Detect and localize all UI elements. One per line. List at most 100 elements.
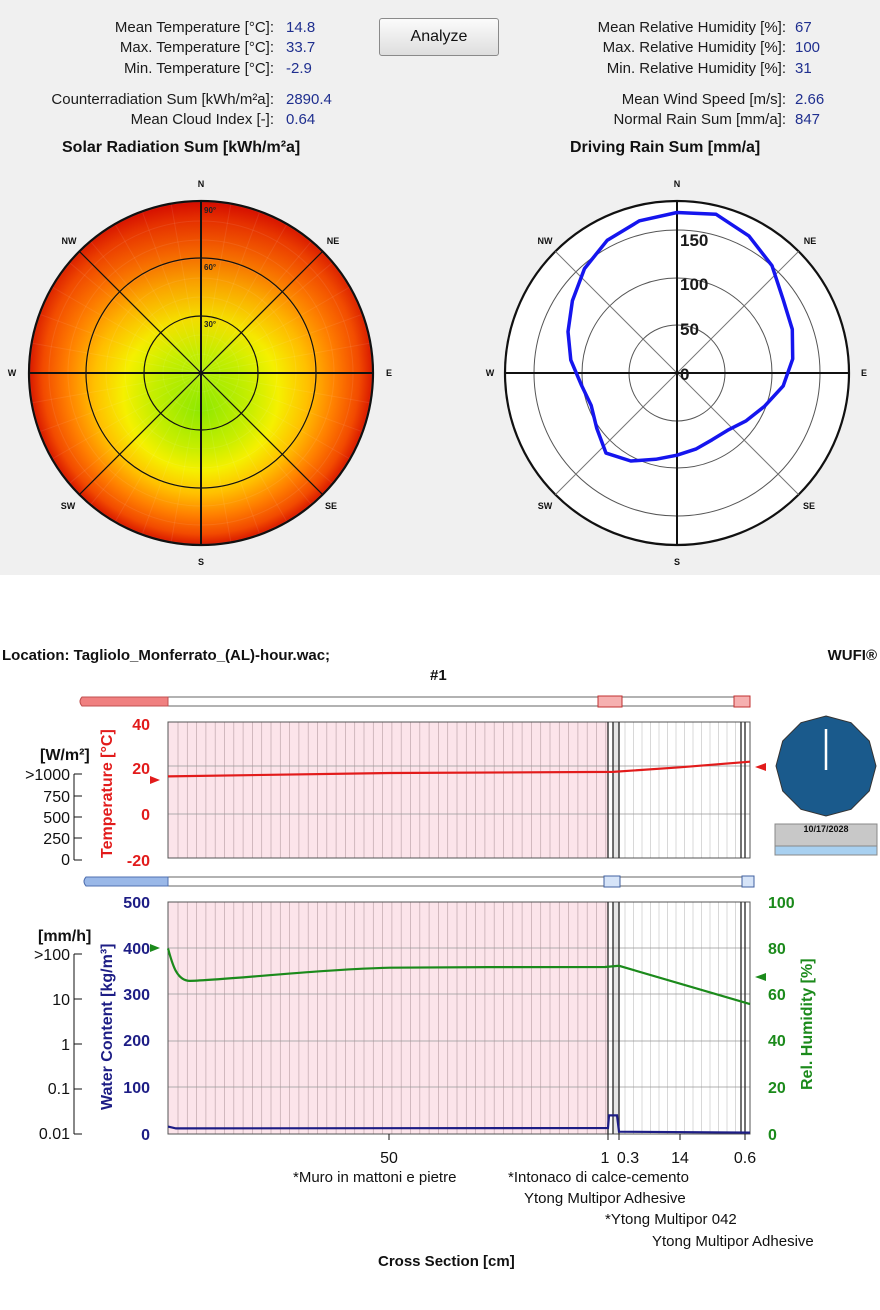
temp-tick-20: 20 (132, 761, 150, 778)
x-tick-50: 50 (380, 1150, 398, 1167)
rain-compass-w: W (486, 368, 495, 378)
rh-tick-40: 40 (768, 1033, 786, 1050)
rh-tick-80: 80 (768, 941, 786, 958)
material-multipor-042: *Ytong Multipor 042 (605, 1211, 737, 1228)
wc-tick-400: 400 (123, 941, 150, 958)
rainfall-tick-0-01: 0.01 (39, 1126, 70, 1143)
cloud-index-value: 0.64 (286, 111, 316, 128)
x-tick-14: 14 (671, 1150, 689, 1167)
solar-compass-nw: NW (62, 236, 77, 246)
moisture-boundary-slider[interactable] (83, 875, 755, 888)
solar-compass-sw: SW (61, 501, 76, 511)
rain-compass-se: SE (803, 501, 815, 511)
rainfall-tick-100: >100 (34, 947, 70, 964)
temperature-plot (150, 721, 766, 859)
wc-tick-200: 200 (123, 1033, 150, 1050)
cross-section-axis-label: Cross Section [cm] (378, 1253, 515, 1270)
solar-compass-w: W (8, 368, 17, 378)
mean-humidity-label: Mean Relative Humidity [%]: (597, 19, 786, 36)
max-temperature-value: 33.7 (286, 39, 316, 56)
min-temperature-value: -2.9 (286, 60, 312, 77)
simulation-date: 10/17/2028 (803, 824, 848, 834)
rain-compass-e: E (861, 368, 867, 378)
max-humidity-label: Max. Relative Humidity [%]: (602, 39, 786, 56)
counterradiation-label: Counterradiation Sum [kWh/m²a]: (51, 91, 274, 108)
rh-tick-20: 20 (768, 1080, 786, 1097)
temp-tick-0: 0 (141, 807, 150, 824)
radiation-axis (73, 773, 82, 861)
min-temperature-label: Min. Temperature [°C]: (124, 60, 274, 77)
rh-tick-60: 60 (768, 987, 786, 1004)
ring-label-90: 90° (204, 206, 216, 215)
ring-label-60: 60° (204, 263, 216, 272)
rain-tick-0: 0 (680, 365, 689, 384)
rh-tick-0: 0 (768, 1127, 777, 1144)
wc-tick-500: 500 (123, 895, 150, 912)
rain-compass-nw: NW (538, 236, 553, 246)
rain-tick-100: 100 (680, 275, 708, 294)
rainfall-tick-10: 10 (52, 992, 70, 1009)
location-label: Location: Tagliolo_Monferrato_(AL)-hour.… (2, 647, 331, 664)
simulation-clock (775, 715, 877, 817)
wc-tick-100: 100 (123, 1080, 150, 1097)
wufi-cross-section-chart: 40 20 0 -20 Temperature [°C] [W/m²] >100… (25, 695, 878, 1167)
rain-sum-value: 847 (795, 111, 821, 128)
x-tick-0-6: 0.6 (734, 1150, 756, 1167)
climate-analysis-panel: Mean Temperature [°C]: 14.8 Max. Tempera… (0, 0, 880, 575)
outside-temp-marker (150, 776, 160, 784)
wc-tick-0: 0 (141, 1127, 150, 1144)
temperature-boundary-slider[interactable] (79, 695, 751, 708)
rad-tick-500: 500 (43, 810, 70, 827)
solar-compass-ne: NE (327, 236, 340, 246)
solar-disk (27, 199, 375, 547)
rain-compass-s: S (674, 557, 680, 567)
rain-compass-ne: NE (804, 236, 817, 246)
solar-compass-n: N (198, 179, 205, 189)
material-brick-stone-wall: *Muro in mattoni e pietre (293, 1169, 457, 1186)
min-humidity-value: 31 (795, 60, 812, 77)
solar-compass-se: SE (325, 501, 337, 511)
rel-humidity-axis-label: Rel. Humidity [%] (799, 958, 816, 1090)
solar-radiation-title: Solar Radiation Sum [kWh/m²a] (62, 139, 301, 156)
rad-tick-250: 250 (43, 831, 70, 848)
driving-rain-series (566, 210, 795, 463)
rain-unit: [mm/h] (38, 928, 91, 945)
solar-compass-s: S (198, 557, 204, 567)
ring-label-30: 30° (204, 320, 216, 329)
wind-speed-label: Mean Wind Speed [m/s]: (621, 91, 786, 108)
material-multipor-adhesive-2: Ytong Multipor Adhesive (652, 1233, 814, 1250)
min-humidity-label: Min. Relative Humidity [%]: (606, 60, 786, 77)
counterradiation-value: 2890.4 (286, 91, 332, 108)
water-content-profile-line (167, 1114, 751, 1134)
material-multipor-adhesive-1: Ytong Multipor Adhesive (524, 1190, 686, 1207)
run-number: #1 (430, 667, 447, 684)
rad-tick-0: 0 (61, 852, 70, 869)
temp-tick-40: 40 (132, 717, 150, 734)
x-tick-0-3: 0.3 (617, 1150, 639, 1167)
relative-humidity-profile-line (166, 948, 751, 1006)
solar-radiation-polar-plot: 90° 60° 30° N NE E SE S SW W NW (8, 179, 392, 567)
rain-compass-sw: SW (538, 501, 553, 511)
material-lime-cement-plaster: *Intonaco di calce-cemento (508, 1169, 689, 1186)
driving-rain-title: Driving Rain Sum [mm/a] (570, 139, 761, 156)
cloud-index-label: Mean Cloud Index [-]: (130, 111, 274, 128)
inside-temp-marker (755, 763, 766, 771)
water-content-axis-label: Water Content [kg/m³] (99, 943, 116, 1110)
rainfall-tick-1: 1 (61, 1037, 70, 1054)
rain-sum-label: Normal Rain Sum [mm/a]: (613, 111, 786, 128)
rain-tick-150: 150 (680, 231, 708, 250)
driving-rain-polar-plot: 150 100 50 0 N NE E SE S SW W NW (486, 179, 867, 567)
rainfall-tick-0-1: 0.1 (48, 1081, 70, 1098)
rh-tick-100: 100 (768, 895, 795, 912)
x-tick-1: 1 (601, 1150, 610, 1167)
moisture-plot (150, 901, 766, 1135)
analyze-button[interactable]: Analyze (379, 18, 499, 56)
wind-speed-value: 2.66 (795, 91, 825, 108)
temp-tick-minus20: -20 (127, 853, 150, 870)
rain-compass-n: N (674, 179, 681, 189)
temperature-profile-line (167, 760, 751, 778)
max-temperature-label: Max. Temperature [°C]: (119, 39, 274, 56)
rad-tick-750: 750 (43, 789, 70, 806)
mean-humidity-value: 67 (795, 19, 812, 36)
rain-tick-50: 50 (680, 320, 699, 339)
